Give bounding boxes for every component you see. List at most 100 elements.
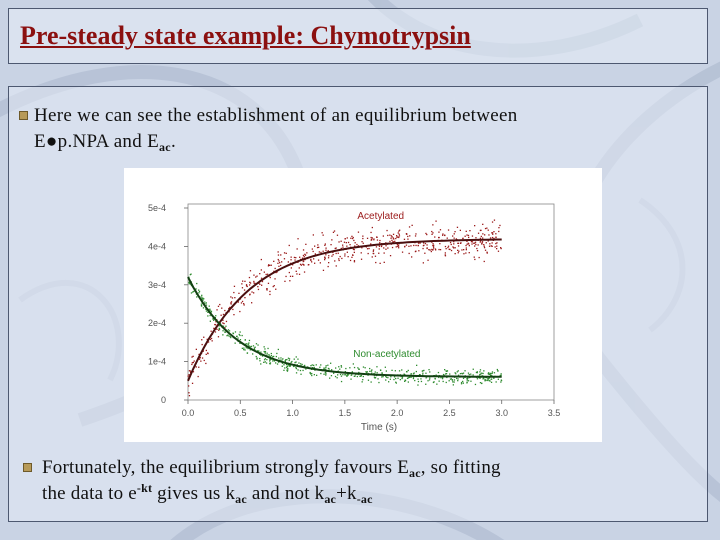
data-point: [204, 301, 206, 303]
data-point: [467, 380, 470, 382]
data-point: [325, 366, 327, 368]
data-point: [454, 253, 456, 255]
y-tick-label: 0: [161, 395, 166, 405]
data-point: [266, 273, 269, 275]
data-point: [423, 369, 425, 372]
data-point: [198, 353, 200, 356]
data-point: [408, 252, 410, 255]
data-point: [474, 225, 476, 227]
data-point: [338, 258, 340, 260]
data-point: [256, 357, 258, 359]
data-point: [457, 370, 459, 372]
data-point: [312, 234, 314, 236]
data-point: [476, 247, 478, 250]
data-point: [453, 379, 456, 381]
data-point: [199, 357, 201, 359]
data-point: [413, 372, 415, 374]
data-point: [351, 237, 354, 240]
data-point: [466, 379, 468, 381]
data-point: [277, 254, 280, 256]
data-point: [302, 249, 305, 251]
data-point: [302, 263, 304, 265]
data-point: [361, 247, 363, 249]
data-point: [487, 240, 489, 242]
data-point: [297, 358, 299, 360]
data-point: [482, 223, 484, 225]
data-point: [385, 245, 387, 247]
data-point: [333, 372, 335, 374]
data-point: [488, 377, 490, 379]
data-point: [469, 230, 471, 232]
data-point: [476, 250, 479, 252]
data-point: [272, 285, 274, 288]
data-point: [389, 255, 392, 257]
data-point: [372, 250, 374, 252]
data-point: [477, 244, 479, 246]
x-tick-label: 3.0: [495, 408, 508, 418]
data-point: [322, 269, 325, 271]
data-point: [474, 245, 476, 247]
data-point: [313, 258, 315, 260]
data-point: [278, 260, 280, 262]
data-point: [316, 246, 319, 249]
data-point: [492, 233, 494, 235]
data-point: [420, 380, 423, 383]
data-point: [415, 250, 417, 252]
data-point: [250, 345, 252, 348]
data-point: [376, 239, 379, 241]
data-point: [376, 372, 378, 374]
data-point: [466, 382, 468, 384]
data-point: [229, 336, 231, 338]
data-point: [338, 366, 340, 368]
data-point: [487, 377, 489, 380]
data-point: [496, 245, 498, 247]
data-point: [482, 237, 484, 239]
data-point: [322, 234, 324, 236]
data-point: [388, 381, 390, 383]
data-point: [382, 235, 384, 237]
data-point: [303, 271, 306, 273]
data-point: [407, 377, 410, 379]
data-point: [280, 254, 282, 256]
data-point: [188, 392, 190, 394]
data-point: [349, 259, 352, 262]
data-point: [216, 309, 218, 311]
data-point: [325, 368, 327, 370]
bullet1-line2-sub: ac: [159, 140, 171, 154]
data-point: [432, 224, 434, 226]
data-point: [460, 381, 463, 384]
data-point: [488, 234, 490, 236]
data-point: [217, 336, 220, 338]
data-point: [295, 361, 297, 363]
data-point: [227, 334, 229, 336]
data-point: [331, 255, 333, 257]
data-point: [371, 226, 373, 229]
data-point: [379, 369, 382, 371]
data-point: [234, 331, 237, 333]
data-point: [285, 363, 288, 366]
data-point: [230, 296, 232, 298]
data-point: [307, 264, 309, 266]
data-point: [438, 248, 440, 251]
bullet2-line2-mid3: +k: [336, 483, 357, 504]
data-point: [433, 244, 435, 246]
data-point: [324, 372, 326, 374]
data-point: [297, 238, 299, 240]
data-point: [463, 249, 465, 251]
data-point: [328, 262, 330, 264]
data-point: [314, 262, 316, 264]
data-point: [325, 247, 327, 249]
data-point: [239, 339, 242, 341]
data-point: [369, 367, 371, 370]
data-point: [266, 288, 268, 290]
data-point: [324, 256, 326, 258]
data-point: [213, 327, 215, 329]
data-point: [353, 260, 356, 262]
data-point: [286, 366, 288, 369]
data-point: [201, 296, 203, 298]
data-point: [205, 349, 207, 352]
data-point: [222, 334, 224, 336]
data-point: [496, 248, 498, 250]
data-point: [208, 305, 210, 307]
kinetics-scatter-chart: 0.0 0.5 1.0 1.5 2.0 2.5 3.0 3.5 0 1e-4 2e-4 3e-4 4e-…: [124, 168, 602, 442]
